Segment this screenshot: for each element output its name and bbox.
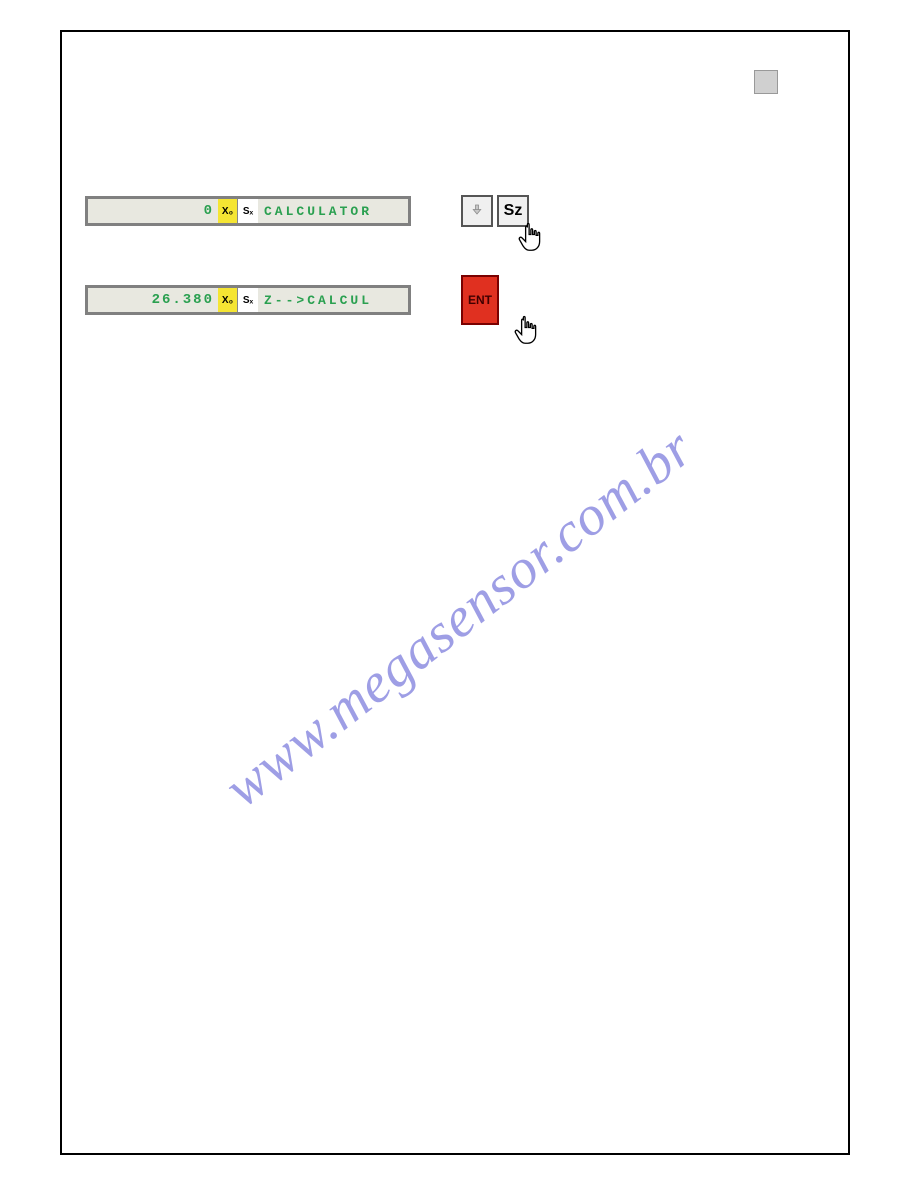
hand-cursor-icon	[512, 315, 540, 347]
lcd-right-text-1: CALCULATOR	[258, 199, 408, 223]
badge-group-2: X₀ Sₓ	[218, 288, 258, 312]
corner-indicator-box	[754, 70, 778, 94]
display-row-2: 26.380 X₀ Sₓ Z-->CALCUL ENT	[85, 275, 499, 325]
badge-sx-2: Sₓ	[238, 288, 258, 312]
arrow-down-icon	[468, 202, 486, 220]
lcd-display-1: 0 X₀ Sₓ CALCULATOR	[85, 196, 411, 226]
badge-x0-2: X₀	[218, 288, 238, 312]
lcd-left-value-1: 0	[88, 199, 218, 223]
display-row-1: 0 X₀ Sₓ CALCULATOR Sz	[85, 195, 533, 227]
badge-group-1: X₀ Sₓ	[218, 199, 258, 223]
ent-button[interactable]: ENT	[461, 275, 499, 325]
lcd-display-2: 26.380 X₀ Sₓ Z-->CALCUL	[85, 285, 411, 315]
lcd-right-text-2: Z-->CALCUL	[258, 288, 408, 312]
badge-x0-1: X₀	[218, 199, 238, 223]
arrow-down-button[interactable]	[461, 195, 493, 227]
badge-sx-1: Sₓ	[238, 199, 258, 223]
hand-cursor-icon	[516, 222, 544, 254]
lcd-left-value-2: 26.380	[88, 288, 218, 312]
